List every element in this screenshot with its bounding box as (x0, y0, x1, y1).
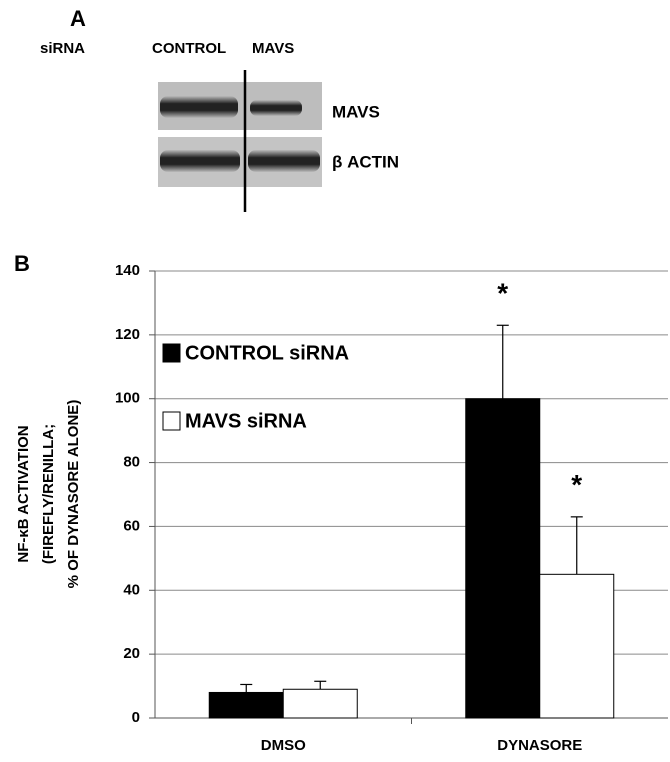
bar (465, 398, 541, 719)
band-label: MAVS (332, 102, 380, 121)
annotation: * (497, 278, 508, 309)
y-axis-label: (FIREFLY/RENILLA; (40, 424, 57, 564)
y-axis-label: NF-κB ACTIVATION (15, 425, 32, 562)
y-tick-label: 120 (115, 326, 140, 343)
y-tick-label: 40 (123, 581, 140, 598)
y-tick-label: 80 (123, 454, 140, 471)
x-tick-label: DYNASORE (497, 737, 582, 754)
y-tick-label: 20 (123, 645, 140, 662)
lane-label: CONTROL (152, 40, 226, 57)
bar (282, 688, 358, 719)
bar (208, 691, 284, 719)
legend-label: CONTROL siRNA (185, 342, 349, 364)
row-header: siRNA (40, 40, 85, 57)
blot (158, 70, 322, 212)
lane-label: MAVS (252, 40, 294, 57)
legend-label: MAVS siRNA (185, 410, 307, 432)
legend-swatch (162, 411, 181, 431)
band-label: β ACTIN (332, 152, 399, 171)
y-tick-label: 0 (132, 709, 140, 726)
y-tick-label: 100 (115, 390, 140, 407)
bar (539, 573, 615, 719)
annotation: * (571, 469, 582, 500)
y-axis-label: % OF DYNASORE ALONE) (65, 400, 82, 589)
x-tick-label: DMSO (261, 737, 306, 754)
panel-label: A (70, 6, 86, 31)
legend-swatch (162, 343, 181, 363)
y-tick-label: 140 (115, 262, 140, 279)
y-tick-label: 60 (123, 517, 140, 534)
panel-label: B (14, 251, 30, 276)
